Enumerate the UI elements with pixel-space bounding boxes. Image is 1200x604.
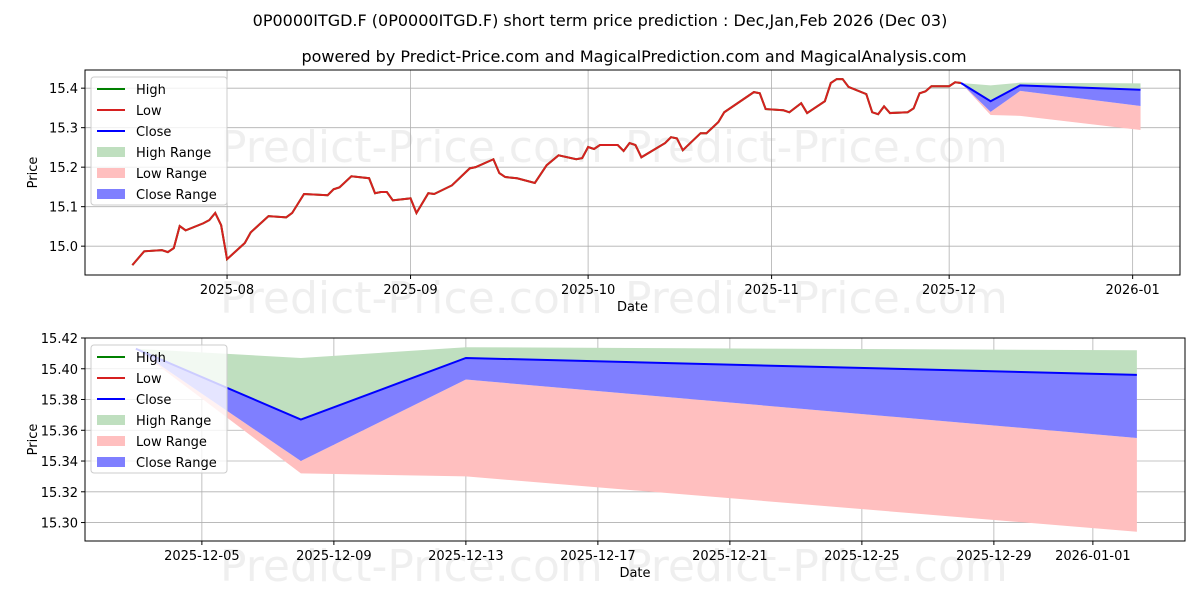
y-tick-label: 15.1 — [49, 201, 78, 216]
x-tick-label: 2025-12-25 — [824, 549, 900, 564]
watermark: Predict-Price.com — [625, 273, 1008, 324]
legend-label: Close — [136, 393, 171, 408]
legend-swatch-patch — [97, 168, 125, 178]
x-tick-label: 2025-10 — [561, 283, 615, 298]
legend: High Low Close High Range Low Range Close Ran… — [91, 345, 227, 473]
legend-label: High — [136, 351, 166, 366]
y-tick-label: 15.40 — [41, 363, 78, 378]
watermark: Predict-Price.com — [220, 122, 603, 173]
legend-swatch-patch — [97, 147, 125, 157]
legend-swatch-patch — [97, 457, 125, 467]
x-tick-label: 2025-12-29 — [956, 549, 1032, 564]
y-tick-label: 15.32 — [41, 486, 78, 501]
legend-label: Close Range — [136, 456, 217, 471]
legend-label: High Range — [136, 146, 211, 161]
y-tick-label: 15.4 — [49, 82, 78, 97]
legend-swatch-patch — [97, 189, 125, 199]
legend-label: High Range — [136, 414, 211, 429]
legend-label: High — [136, 83, 166, 98]
x-tick-label: 2025-12-13 — [428, 549, 504, 564]
legend-label: Close — [136, 125, 171, 140]
x-tick-label: 2025-09 — [383, 283, 437, 298]
legend-label: Low — [136, 104, 162, 119]
chart-subtitle: powered by Predict-Price.com and Magical… — [301, 47, 966, 66]
y-tick-label: 15.3 — [49, 122, 78, 137]
x-tick-label: 2025-12 — [922, 283, 976, 298]
y-axis-label: Price — [26, 424, 41, 456]
y-tick-label: 15.34 — [41, 455, 78, 470]
x-axis-label: Date — [617, 300, 648, 315]
x-tick-label: 2025-12-17 — [560, 549, 636, 564]
legend-swatch-patch — [97, 415, 125, 425]
legend-label: Low Range — [136, 435, 207, 450]
x-tick-label: 2025-12-21 — [692, 549, 768, 564]
y-tick-label: 15.36 — [41, 424, 78, 439]
y-tick-label: 15.2 — [49, 161, 78, 176]
chart-title: 0P0000ITGD.F (0P0000ITGD.F) short term p… — [253, 11, 948, 30]
x-tick-label: 2025-12-05 — [164, 549, 240, 564]
legend-label: Close Range — [136, 188, 217, 203]
legend: High Low Close High Range Low Range Close Ran… — [91, 77, 227, 205]
x-tick-label: 2026-01-01 — [1055, 549, 1131, 564]
legend-label: Low — [136, 372, 162, 387]
x-axis-label: Date — [619, 566, 650, 581]
y-tick-label: 15.38 — [41, 394, 78, 409]
x-tick-label: 2025-12-09 — [296, 549, 372, 564]
legend-swatch-patch — [97, 436, 125, 446]
y-tick-label: 15.0 — [49, 240, 78, 255]
forecast-chart-axes: Predict-Price.comPredict-Price.comPredic… — [26, 332, 1185, 592]
x-tick-label: 2026-01 — [1105, 283, 1159, 298]
watermark: Predict-Price.com — [220, 541, 603, 592]
y-tick-label: 15.42 — [41, 332, 78, 347]
watermark: Predict-Price.com — [220, 273, 603, 324]
x-tick-label: 2025-11 — [744, 283, 798, 298]
x-tick-label: 2025-08 — [200, 283, 254, 298]
y-axis-label: Price — [26, 157, 41, 189]
legend-label: Low Range — [136, 167, 207, 182]
watermark: Predict-Price.com — [625, 541, 1008, 592]
y-tick-label: 15.30 — [41, 517, 78, 532]
